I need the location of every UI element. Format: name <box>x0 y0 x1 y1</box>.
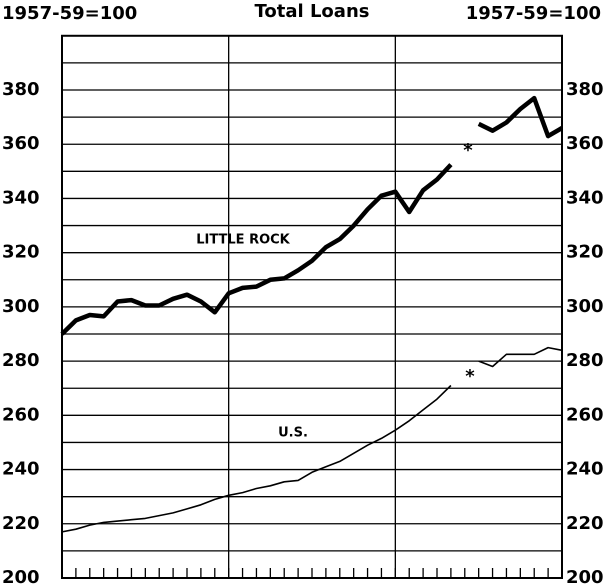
y-axis-label: 1957-59=100 <box>2 3 137 24</box>
series-line <box>61 346 563 533</box>
series-line <box>60 95 564 336</box>
series-label: LITTLE ROCK <box>196 233 290 248</box>
y2-tick-label: 280 <box>566 350 603 371</box>
y-tick-label: 220 <box>2 513 40 534</box>
series-label: U.S. <box>278 426 308 441</box>
annotation: * <box>463 140 473 161</box>
y2-tick-label: 300 <box>566 296 603 317</box>
y-tick-label: 240 <box>2 459 40 480</box>
y2-tick-label: 360 <box>566 133 603 154</box>
y-tick-label: 300 <box>2 296 40 317</box>
y-tick-label: 260 <box>2 404 40 425</box>
y2-tick-label: 340 <box>566 187 603 208</box>
chart-title: Total Loans <box>255 1 370 22</box>
annotation: * <box>465 366 475 387</box>
y2-axis-label: 1957-59=100 <box>466 3 601 24</box>
y-tick-label: 340 <box>2 187 40 208</box>
y-tick-label: 380 <box>2 79 40 100</box>
y2-tick-label: 320 <box>566 242 603 263</box>
y2-tick-label: 220 <box>566 513 603 534</box>
y-tick-label: 280 <box>2 350 40 371</box>
y2-tick-label: 200 <box>566 567 603 587</box>
y-tick-label: 320 <box>2 242 40 263</box>
y-tick-label: 200 <box>2 567 40 587</box>
y-tick-label: 360 <box>2 133 40 154</box>
y2-tick-label: 240 <box>566 459 603 480</box>
y2-tick-label: 380 <box>566 79 603 100</box>
y2-tick-label: 260 <box>566 404 603 425</box>
